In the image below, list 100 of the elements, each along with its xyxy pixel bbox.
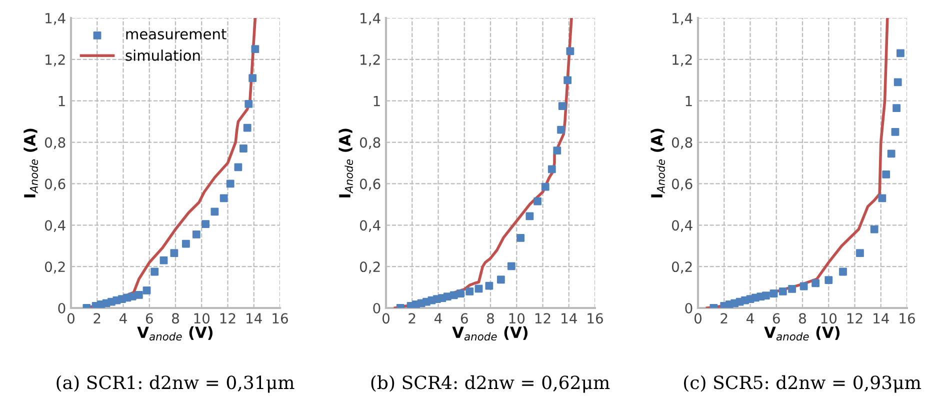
point (800, 282, 808, 290)
x-tick-label: 4 (746, 313, 754, 324)
point (466, 287, 474, 296)
point (170, 249, 178, 258)
x-tick-label: 16 (272, 313, 288, 324)
point (856, 249, 864, 258)
x-tick-label: 12 (847, 313, 862, 324)
x-tick-label: 14 (874, 313, 889, 324)
x-tick-label: 16 (588, 313, 603, 324)
y-tick-label: 1 (58, 96, 65, 106)
x-tick-label: 2 (408, 313, 416, 324)
point (894, 78, 902, 86)
x-tick-label: 8 (799, 313, 806, 324)
x-tick-label: 2 (94, 313, 100, 324)
point (770, 290, 778, 298)
y-tick-label: 0,6 (672, 178, 692, 191)
point (541, 182, 550, 191)
y-tick-label: 1,2 (360, 54, 380, 66)
point (870, 225, 878, 234)
y-tick-label: 0,6 (360, 178, 380, 191)
y-axis-title: I$_{Anode}$ (A) (650, 128, 665, 198)
point (497, 276, 505, 284)
point (220, 194, 228, 202)
point (150, 268, 159, 276)
y-axis-title: I$_{Anode}$ (A) (24, 128, 38, 198)
y-tick-label: 0 (685, 302, 692, 314)
text: (b) SCR4: d2nw = 0,62μm (371, 375, 610, 393)
point (762, 292, 770, 300)
x-tick-label: 6 (146, 313, 153, 324)
x-tick-label: 6 (460, 313, 468, 324)
point (234, 163, 242, 172)
point (507, 262, 516, 270)
x-tick-label: 14 (246, 313, 262, 324)
x-tick-label: 10 (509, 313, 525, 324)
y-tick-label: 1,4 (46, 13, 66, 25)
point (192, 230, 200, 238)
x-tick-label: 2 (720, 313, 728, 324)
point (564, 76, 572, 84)
x-tick-label: 8 (172, 313, 179, 324)
y-tick-label: 1,4 (672, 13, 692, 25)
point (548, 165, 556, 174)
x-tick-label: 10 (821, 313, 837, 324)
y-tick-label: 0,2 (44, 262, 65, 274)
point (553, 146, 562, 155)
y-tick-label: 0,4 (672, 220, 692, 232)
point (160, 256, 168, 264)
point (210, 208, 219, 216)
point (243, 124, 252, 132)
y-tick-label: 0,8 (672, 137, 692, 150)
y-tick-label: 1,2 (672, 54, 692, 66)
point (878, 194, 886, 202)
line-series (394, 18, 573, 308)
y-tick-label: 0,8 (44, 137, 66, 150)
point (456, 290, 464, 298)
point (202, 220, 210, 228)
point (239, 144, 248, 152)
y-tick-label: 0 (58, 302, 66, 314)
y-tick-label: 0,2 (672, 262, 692, 274)
x-tick-label: 8 (487, 313, 494, 324)
point (485, 282, 494, 290)
legend-label: simulation (126, 50, 200, 61)
x-tick-label: 4 (434, 313, 442, 324)
point (812, 279, 820, 288)
x-axis-title: V$_{anode}$ (V) (137, 326, 212, 341)
x-tick-label: 0 (67, 313, 74, 324)
line-series (706, 18, 889, 308)
text: (a) SCR1: d2nw = 0,31μm (56, 375, 294, 393)
y-tick-label: 1,2 (46, 54, 65, 66)
point (891, 128, 900, 136)
point (516, 234, 524, 242)
x-tick-label: 0 (382, 313, 390, 324)
point (882, 170, 890, 178)
y-tick-label: 0,2 (360, 262, 380, 274)
y-tick-label: 0,8 (360, 137, 380, 150)
y-tick-label: 1 (686, 96, 692, 106)
x-tick-label: 4 (120, 313, 127, 324)
point (244, 100, 253, 108)
x-tick-label: 14 (562, 313, 577, 324)
x-tick-label: 0 (694, 313, 702, 324)
y-tick-label: 0,4 (44, 220, 66, 232)
point (251, 45, 260, 54)
x-tick-label: 16 (900, 313, 915, 324)
point (142, 286, 151, 294)
point (534, 197, 542, 206)
point (778, 287, 787, 296)
x-tick-label: 12 (220, 313, 236, 324)
x-axis-title: V$_{anode}$ (V) (764, 326, 840, 341)
point (182, 240, 190, 248)
point (892, 104, 900, 112)
point (887, 150, 896, 158)
point (824, 276, 833, 284)
point (248, 74, 257, 82)
point (134, 291, 143, 299)
y-tick-label: 0 (373, 302, 380, 314)
y-tick-label: 0,6 (44, 178, 66, 191)
point (226, 180, 234, 188)
point (474, 284, 483, 293)
y-tick-label: 1 (374, 96, 380, 106)
y-tick-label: 0,4 (360, 220, 380, 232)
point (566, 47, 574, 56)
